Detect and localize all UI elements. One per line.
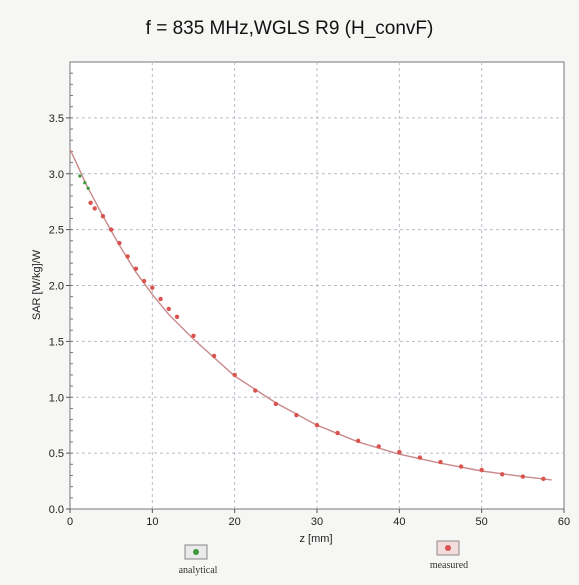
measured-point <box>541 476 546 482</box>
x-tick-label: 20 <box>229 516 241 528</box>
legend-label-analytical: analytical <box>179 565 218 576</box>
chart-title: f = 835 MHz,WGLS R9 (H_convF) <box>145 18 434 39</box>
analytical-point <box>86 186 90 190</box>
measured-point <box>125 254 130 259</box>
x-tick-label: 60 <box>558 516 570 528</box>
y-tick-label: 3.5 <box>49 113 64 125</box>
x-tick-label: 40 <box>393 516 405 528</box>
measured-point <box>108 227 114 232</box>
measured-point <box>294 412 299 418</box>
measured-point <box>174 314 180 319</box>
y-tick-label: 2.5 <box>49 225 64 237</box>
measured-point <box>117 240 122 246</box>
grid-lines <box>70 62 564 509</box>
x-tick-label: 0 <box>67 516 73 528</box>
measured-point <box>191 333 196 338</box>
measured-point <box>479 467 484 473</box>
axis-ticks: 0 10 20 30 40 50 60 0.0 0.5 1.0 1.5 2.0 2.5 3.0 3.5 <box>49 72 570 528</box>
measured-point <box>100 214 106 219</box>
x-tick-label: 10 <box>146 516 158 528</box>
legend: analytical measured <box>179 540 468 576</box>
measured-point <box>417 455 423 460</box>
measured-point <box>92 206 97 211</box>
measured-point <box>158 296 163 302</box>
measured-point <box>88 200 93 206</box>
legend-marker-analytical <box>193 549 199 555</box>
y-tick-label: 2.0 <box>49 281 64 293</box>
measured-point <box>273 401 279 407</box>
x-axis-label: z [mm] <box>300 533 333 545</box>
measured-point <box>438 459 443 465</box>
measured-point <box>520 474 526 479</box>
measured-point <box>355 438 361 444</box>
x-tick-label: 30 <box>311 516 323 528</box>
measured-point <box>150 285 155 290</box>
measured-point <box>166 306 171 312</box>
measured-point <box>376 444 381 449</box>
measured-point <box>232 372 237 378</box>
y-tick-label: 1.5 <box>49 336 64 348</box>
measured-point <box>500 472 505 477</box>
legend-marker-measured <box>445 545 451 551</box>
y-axis-label: SAR [W/kg]/W <box>31 249 43 320</box>
y-tick-label: 0.0 <box>49 504 64 516</box>
measured-point <box>133 266 139 271</box>
y-tick-label: 1.0 <box>49 392 64 404</box>
measured-point <box>141 278 147 284</box>
measured-markers <box>78 174 546 482</box>
measured-point <box>314 422 320 428</box>
legend-label-measured: measured <box>430 560 468 571</box>
analytical-point <box>78 174 82 178</box>
y-tick-label: 0.5 <box>49 448 64 460</box>
measured-point <box>458 464 464 469</box>
measured-point <box>397 449 402 455</box>
analytical-point <box>83 181 87 185</box>
measured-point <box>335 430 340 436</box>
y-tick-label: 3.0 <box>49 169 64 181</box>
x-tick-label: 50 <box>476 516 488 528</box>
measured-point <box>253 388 258 393</box>
measured-point <box>211 353 217 359</box>
